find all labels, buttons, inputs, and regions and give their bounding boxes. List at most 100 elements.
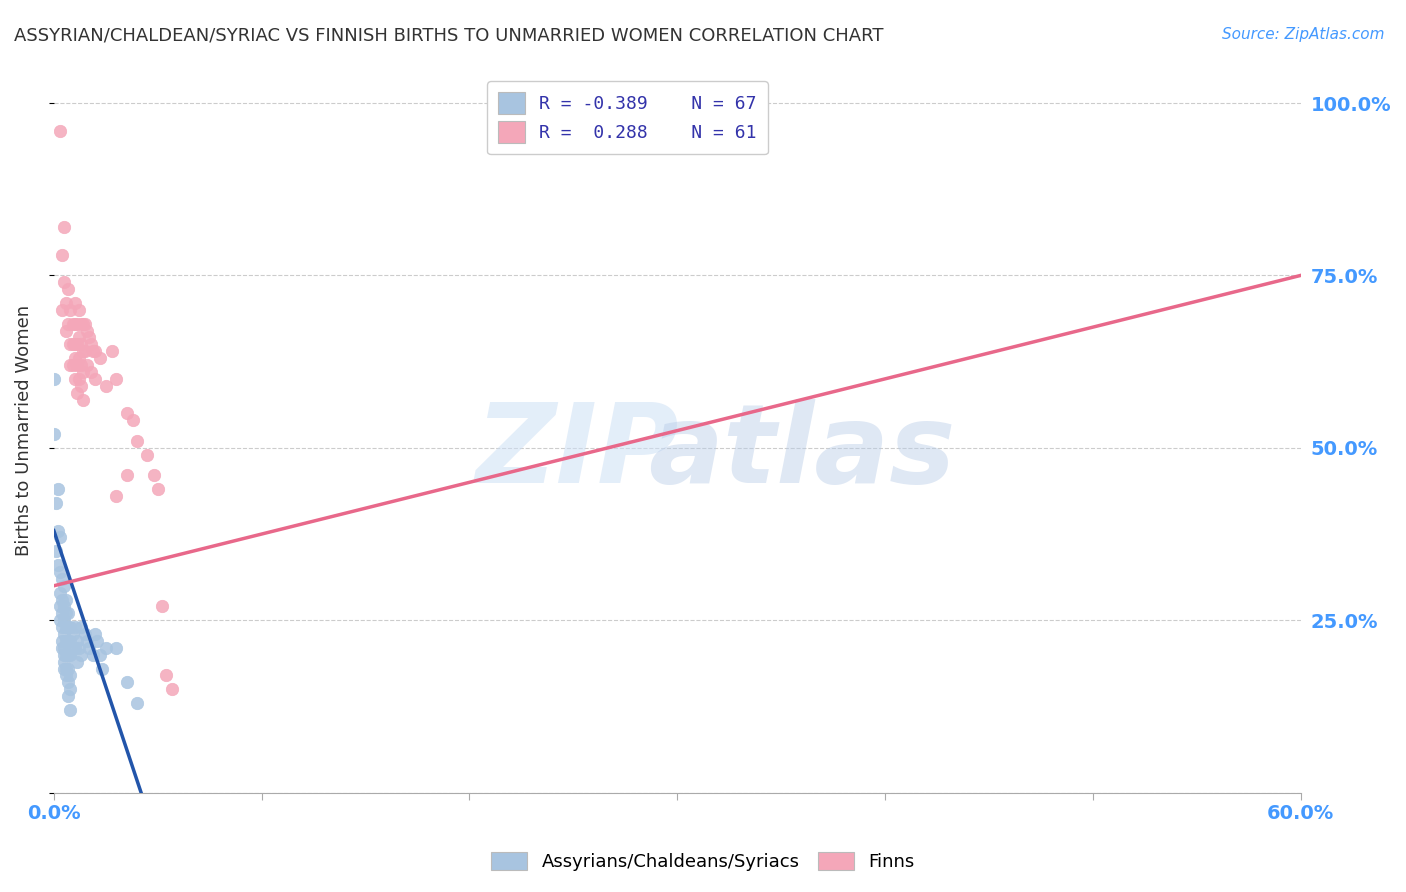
Point (66, 385, 89, 400)
Point (53, 579, 76, 593)
Point (72, 392, 94, 407)
Point (63, 620, 86, 634)
Point (51, 248, 73, 262)
Point (53, 627, 76, 641)
Point (51, 607, 73, 621)
Point (121, 413, 143, 427)
Point (162, 682, 184, 697)
Point (73, 627, 96, 641)
Point (63, 351, 86, 366)
Point (125, 696, 148, 710)
Point (67, 302, 90, 317)
Point (58, 282, 80, 296)
Text: Source: ZipAtlas.com: Source: ZipAtlas.com (1222, 27, 1385, 42)
Point (58, 634, 80, 648)
Point (63, 640, 86, 655)
Point (86, 634, 108, 648)
Point (55, 324, 77, 338)
Point (73, 317, 96, 331)
Point (49, 585, 72, 599)
Point (55, 620, 77, 634)
Text: ASSYRIAN/CHALDEAN/SYRIAC VS FINNISH BIRTHS TO UNMARRIED WOMEN CORRELATION CHART: ASSYRIAN/CHALDEAN/SYRIAC VS FINNISH BIRT… (14, 27, 883, 45)
Point (51, 572, 73, 586)
Point (58, 661, 80, 675)
Point (105, 489, 128, 503)
Point (67, 351, 90, 366)
Point (53, 613, 76, 627)
Point (45, 496, 67, 510)
Point (125, 434, 148, 448)
Point (115, 468, 138, 483)
Point (59, 648, 82, 662)
Point (105, 640, 128, 655)
Point (84, 372, 107, 386)
Point (55, 296, 77, 310)
Point (82, 344, 104, 359)
Point (42, 372, 65, 386)
Point (55, 592, 77, 607)
Point (62, 640, 84, 655)
Point (62, 317, 84, 331)
Point (59, 620, 82, 634)
Point (49, 613, 72, 627)
Point (80, 365, 103, 379)
Text: ZIP: ZIP (475, 399, 679, 506)
Point (94, 378, 117, 392)
Point (72, 365, 94, 379)
Point (70, 337, 93, 351)
Point (59, 337, 82, 351)
Point (63, 296, 86, 310)
Point (76, 324, 98, 338)
Point (59, 682, 82, 697)
Point (59, 703, 82, 717)
Point (53, 655, 76, 669)
Point (55, 607, 77, 621)
Point (59, 358, 82, 372)
Point (51, 640, 73, 655)
Point (51, 634, 73, 648)
Point (67, 330, 90, 344)
Point (70, 317, 93, 331)
Point (142, 468, 165, 483)
Point (51, 620, 73, 634)
Point (89, 648, 111, 662)
Point (115, 675, 138, 690)
Legend: Assyrians/Chaldeans/Syriacs, Finns: Assyrians/Chaldeans/Syriacs, Finns (484, 845, 922, 879)
Point (67, 372, 90, 386)
Point (49, 565, 72, 579)
Point (49, 123, 72, 137)
Point (58, 675, 80, 690)
Point (155, 668, 177, 682)
Point (105, 372, 128, 386)
Point (80, 337, 103, 351)
Point (136, 448, 159, 462)
Point (42, 427, 65, 442)
Point (72, 317, 94, 331)
Point (46, 482, 69, 496)
Point (51, 592, 73, 607)
Point (62, 358, 84, 372)
Point (58, 620, 80, 634)
Point (59, 302, 82, 317)
Point (55, 634, 77, 648)
Point (51, 302, 73, 317)
Point (53, 648, 76, 662)
Point (76, 634, 98, 648)
Point (62, 337, 84, 351)
Point (70, 358, 93, 372)
Point (66, 317, 89, 331)
Point (66, 655, 89, 669)
Point (90, 661, 112, 675)
Point (55, 648, 77, 662)
Point (84, 627, 107, 641)
Point (59, 634, 82, 648)
Point (89, 351, 111, 366)
Point (72, 344, 94, 359)
Point (46, 558, 69, 573)
Point (63, 337, 86, 351)
Point (70, 648, 93, 662)
Point (58, 317, 80, 331)
Point (84, 344, 107, 359)
Point (77, 640, 100, 655)
Point (146, 482, 169, 496)
